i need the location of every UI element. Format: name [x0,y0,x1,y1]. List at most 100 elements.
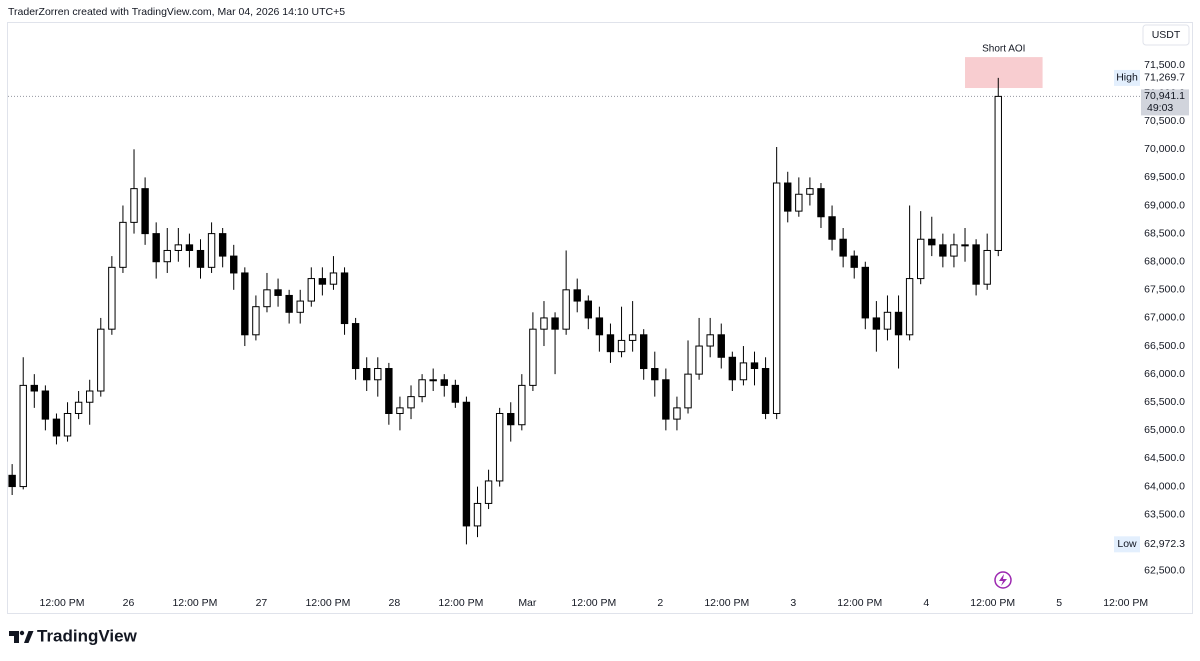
candle-body [385,368,393,414]
candle-body [396,407,404,414]
candle-body [850,255,858,268]
candle-body [817,188,825,218]
candle-body [651,368,659,381]
candle-body [63,412,72,437]
low-marker-text: Low [1117,538,1137,550]
candle-body [717,334,725,358]
candle-body [119,221,127,268]
y-tick-label: 65,000.0 [1144,424,1185,436]
y-tick-label: 70,500.0 [1144,115,1185,127]
candle-body [174,244,183,251]
candle-body [839,238,847,257]
x-tick-label: 27 [256,597,268,609]
annotation-text: Short AOI [982,44,1025,55]
candle-body [551,317,559,330]
x-tick-label: 12:00 PM [1103,597,1148,609]
candle-body [230,255,238,274]
x-tick-label: 12:00 PM [305,597,350,609]
currency[interactable]: USDT [1152,29,1181,41]
candle-body [784,182,792,212]
currency-box[interactable] [1142,24,1190,46]
candle-body [374,368,382,381]
candle-body [529,328,537,386]
tradingview-logo[interactable] [9,630,34,643]
candle-body [196,249,205,268]
candle-body [772,182,781,414]
x-tick-label: 12:00 PM [438,597,483,609]
last-price-box [1141,89,1189,116]
x-tick-label: 26 [123,597,135,609]
candle-body [86,390,94,403]
candle-body [961,244,969,247]
candle-body [351,323,360,370]
candle-body [507,412,515,426]
candle-body [252,306,260,336]
candle-body [917,238,925,280]
candle-body [972,244,980,285]
candle-body [640,334,648,370]
y-tick-label: 65,500.0 [1144,396,1185,408]
candle-body [163,249,171,263]
x-tick-label: 5 [1056,597,1062,609]
x-tick-label: 12:00 PM [704,597,749,609]
candle-body [429,379,437,382]
candle-body [41,390,50,420]
low-marker-value-box [1141,536,1189,553]
high-marker-box [1114,69,1140,86]
y-tick-label: 67,500.0 [1144,284,1185,296]
x-tick-label: 12:00 PM [172,597,217,609]
candle-body [19,384,27,488]
x-tick-label: 12:00 PM [837,597,882,609]
candle-body [828,216,836,240]
candle-body [806,188,814,195]
candle-body [218,233,227,257]
candle-body [673,407,681,420]
candle-body [241,272,249,336]
y-tick-label: 67,000.0 [1144,312,1185,324]
candle-body [74,401,83,414]
candle-body [861,266,869,319]
candle-body [97,328,105,392]
candle-body [983,249,991,285]
candle-body [562,289,570,330]
x-tick-label: 4 [923,597,929,609]
y-tick-label: 62,500.0 [1144,565,1185,577]
candle-body [684,373,692,409]
high-marker-text: High [1116,72,1138,84]
candle-body [296,300,304,313]
candle-body [30,384,39,392]
candle-body [905,278,914,336]
candle-body [595,317,604,336]
y-tick-label: 63,500.0 [1144,508,1185,520]
candle-body [994,95,1002,251]
y-tick-label: 66,500.0 [1144,340,1185,352]
candle-body [939,244,947,257]
candle-body [518,384,526,426]
candle-body [495,412,504,482]
candle-body [662,379,670,420]
low-marker-box [1114,536,1140,553]
y-tick-label: 69,000.0 [1144,199,1185,211]
alert-icon[interactable] [994,571,1012,589]
candle-body [185,244,194,251]
candle-body [540,317,548,330]
candle-body [130,188,138,223]
candle-body [950,244,958,257]
x-tick-label: 12:00 PM [571,597,616,609]
footer-brand[interactable]: TradingView [37,626,138,645]
x-tick-label: 3 [790,597,796,609]
candle-body [340,272,349,325]
candle-body [872,317,881,330]
candle-body [318,278,327,285]
x-tick-label: Mar [518,597,537,609]
y-tick-label: 69,500.0 [1144,171,1185,183]
candle-body [52,418,61,437]
high-marker-value-box [1141,69,1189,86]
candle-body [8,474,16,488]
candle-body [894,311,903,336]
candle-body [750,362,759,370]
candle-body [695,345,703,375]
countdown: 49:03 [1147,102,1173,114]
x-tick-label: 12:00 PM [40,597,85,609]
